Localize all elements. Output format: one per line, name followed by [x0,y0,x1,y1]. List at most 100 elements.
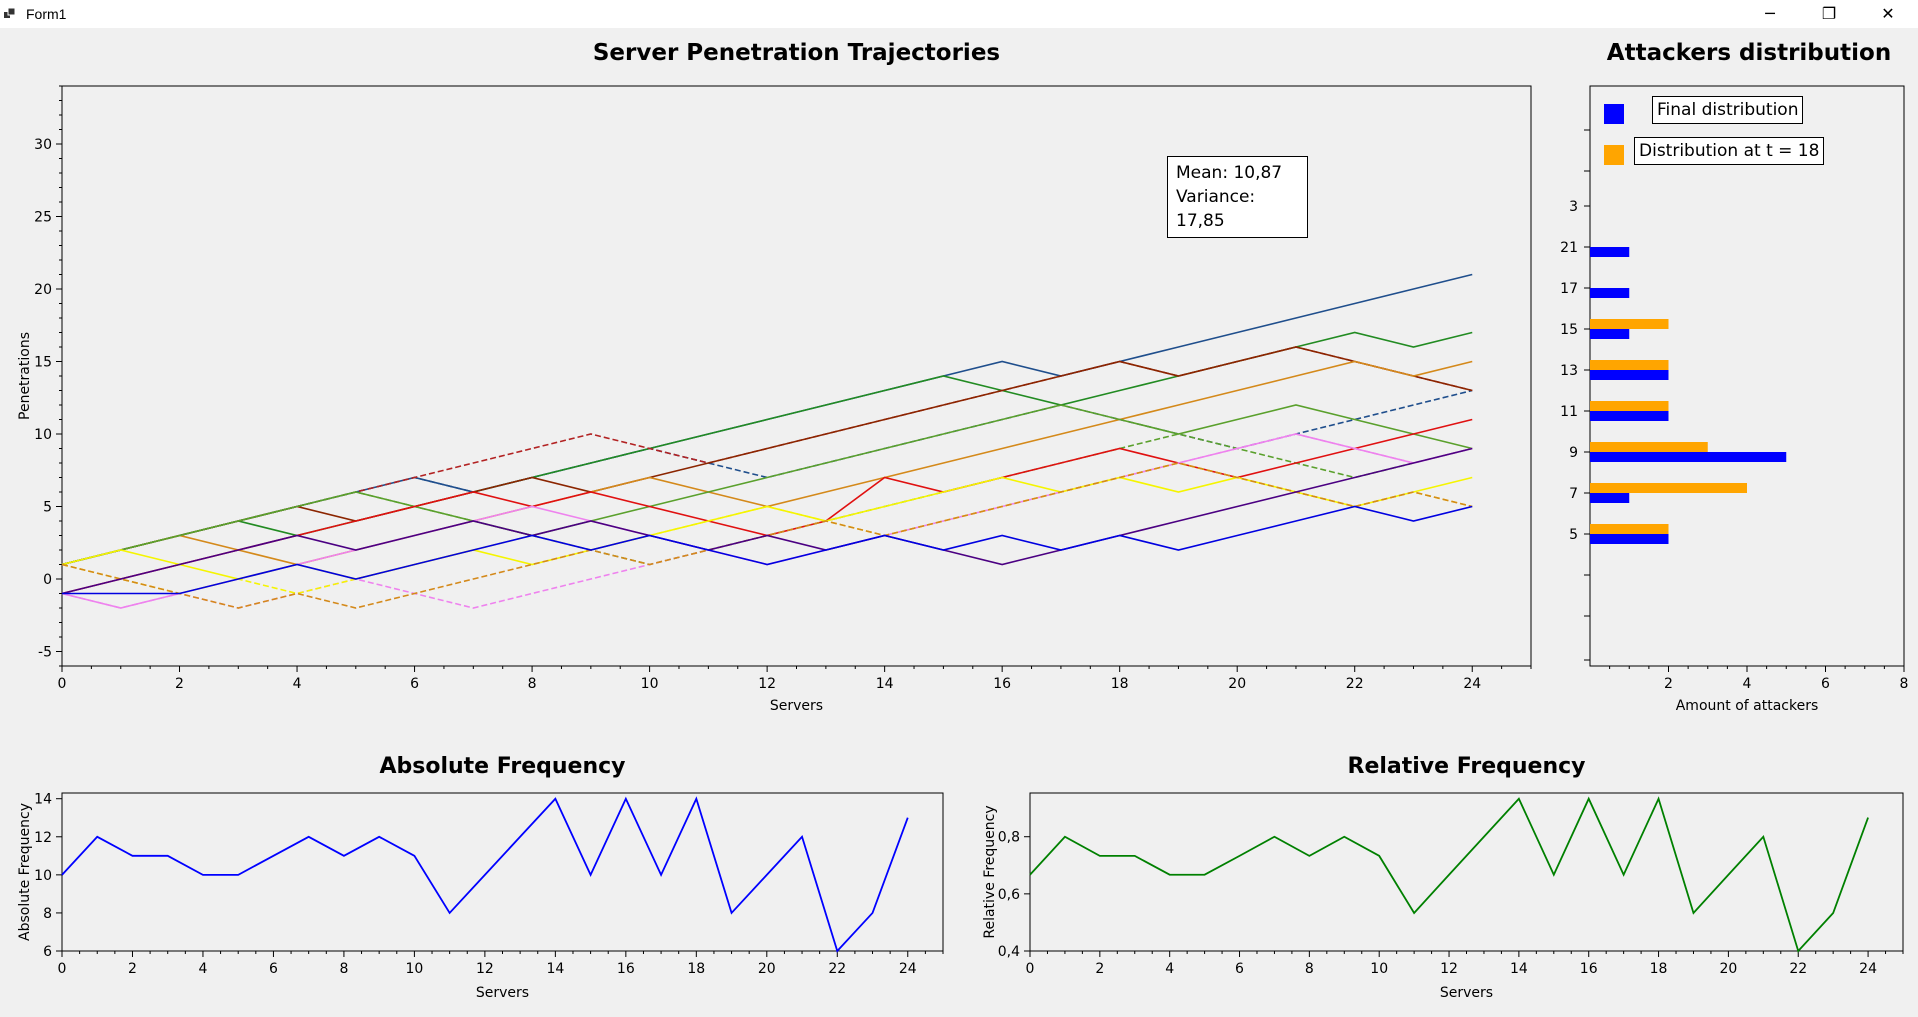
chart-title: Absolute Frequency [379,754,625,779]
maximize-button[interactable]: ❐ [1801,0,1857,28]
x-tick-label: 14 [1510,961,1528,977]
y-tick-label: 5 [1569,527,1578,543]
x-tick-label: 8 [1900,676,1909,692]
relative-frequency-chart: Relative Frequency Servers Relative Freque… [982,754,1904,1001]
x-tick-label: 0 [58,676,67,692]
trajectory-series-line [62,505,1473,595]
chart-title: Relative Frequency [1348,754,1586,779]
x-tick-label: 6 [1235,961,1244,977]
minimize-button[interactable]: ─ [1742,0,1798,28]
x-tick-label: 10 [641,676,659,692]
x-tick-label: 8 [339,961,348,977]
x-tick-label: 6 [269,961,278,977]
x-tick-label: 2 [1095,961,1104,977]
absolute-frequency-chart: Absolute Frequency Servers Absolute Freque… [17,754,944,1001]
x-tick-label: 22 [1346,676,1364,692]
x-tick-label: 20 [758,961,776,977]
plot-area [61,792,944,952]
y-tick-label: 10 [34,868,52,884]
x-axis-label: Servers [1440,985,1493,1001]
x-tick-label: 24 [1463,676,1481,692]
bar-final [1590,452,1787,462]
variance-label: Variance: 17,85 [1176,187,1256,231]
y-tick-label: 9 [1569,445,1578,461]
bar-final [1590,411,1669,421]
stats-annotation: Mean: 10,87 Variance: 17,85 [1167,156,1308,238]
close-button[interactable]: ✕ [1860,0,1916,28]
chart-title: Attackers distribution [1607,40,1891,66]
bar-final [1590,370,1669,380]
legend-label-t18: Distribution at t = 18 [1634,137,1825,165]
trajectory-series-line [61,433,1473,609]
y-tick-label: 7 [1569,486,1578,502]
bar-t18 [1590,319,1669,329]
y-tick-label: 12 [34,830,52,846]
legend-swatch-t18 [1604,145,1624,165]
plot-area [1029,792,1904,952]
x-tick-label: 24 [899,961,917,977]
y-tick-label: 3 [1569,199,1578,215]
y-tick-label: 21 [1560,240,1578,256]
y-tick-label: 14 [34,792,52,808]
close-icon: ✕ [1881,4,1895,23]
x-tick-label: 0 [58,961,67,977]
bar-final [1590,534,1669,544]
x-tick-label: 2 [175,676,184,692]
y-tick-label: 8 [43,906,52,922]
trajectories-chart: Server Penetration Trajectories Servers Pe… [17,40,1532,714]
y-tick-label: 25 [34,210,52,226]
y-tick-label: 11 [1560,404,1578,420]
y-tick-label: 0,4 [998,944,1020,960]
x-tick-label: 10 [405,961,423,977]
x-tick-label: 18 [1111,676,1129,692]
x-tick-label: 18 [687,961,705,977]
x-axis-label: Servers [770,698,823,714]
x-tick-label: 18 [1650,961,1668,977]
y-tick-label: -5 [38,645,52,661]
bar-final [1590,247,1630,257]
y-axis-label: Relative Frequency [982,805,998,938]
x-tick-label: 4 [1165,961,1174,977]
y-tick-label: 20 [34,282,52,298]
x-tick-label: 8 [1305,961,1314,977]
y-tick-label: 0,8 [998,830,1020,846]
bar-final [1590,493,1630,503]
plot-area [61,85,1532,667]
y-tick-label: 0,6 [998,887,1020,903]
x-tick-label: 10 [1370,961,1388,977]
x-tick-label: 14 [546,961,564,977]
x-tick-label: 8 [528,676,537,692]
x-tick-label: 14 [876,676,894,692]
x-tick-label: 2 [128,961,137,977]
bar-t18 [1590,360,1669,370]
x-tick-label: 2 [1664,676,1673,692]
legend-label-final: Final distribution [1652,96,1804,124]
trajectory-series-line [61,404,1473,566]
x-tick-label: 24 [1859,961,1877,977]
x-tick-label: 22 [1789,961,1807,977]
x-tick-label: 16 [1580,961,1598,977]
x-axis-label: Amount of attackers [1676,698,1819,714]
x-tick-label: 12 [476,961,494,977]
attackers-chart: Attackers distribution Amount of attacker… [1560,40,1908,714]
x-tick-label: 4 [198,961,207,977]
bar-final [1590,288,1630,298]
y-tick-label: 6 [43,944,52,960]
x-tick-label: 16 [617,961,635,977]
x-tick-label: 4 [1743,676,1752,692]
y-tick-label: 10 [34,427,52,443]
x-tick-label: 4 [293,676,302,692]
y-axis-label: Penetrations [17,332,33,420]
relative-frequency-line [1029,796,1869,953]
app-icon [4,8,16,18]
y-tick-label: 17 [1560,281,1578,297]
charts-canvas: Server Penetration Trajectories Servers Pe… [17,40,1908,1001]
y-tick-label: 15 [34,355,52,371]
x-tick-label: 6 [1821,676,1830,692]
x-tick-label: 16 [993,676,1011,692]
window-titlebar: Form1 ─ ❐ ✕ [0,0,1918,28]
window-title: Form1 [26,6,67,22]
bar-final [1590,329,1630,339]
legend-swatch-final [1604,104,1624,124]
trajectory-series-line [61,447,1473,595]
